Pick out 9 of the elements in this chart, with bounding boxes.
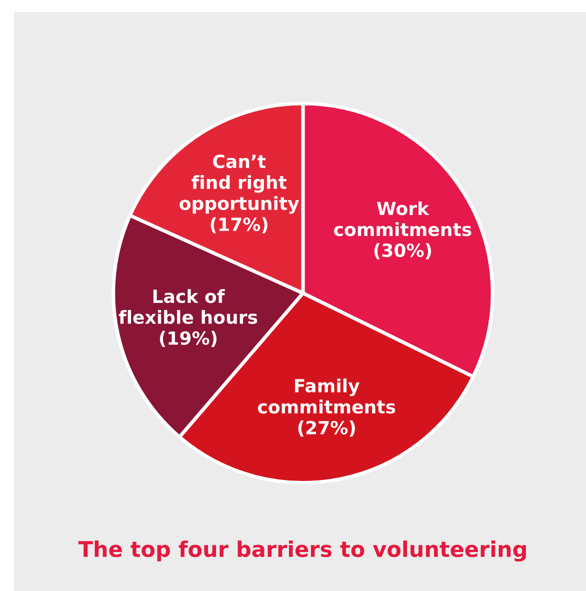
slice-label: Can’t find right opportunity [180,154,300,214]
data-label: (27%) [298,420,355,437]
slice-label: Family commitments [258,378,396,414]
slice-label: Lack of flexible hours [118,289,258,324]
data-label: (17%) [210,217,268,234]
data-label: (30%) [374,243,432,260]
slice-label: Work commitments [334,201,472,236]
text: The top four barriers to volunteering [78,540,526,562]
data-label: (19%) [160,330,217,348]
